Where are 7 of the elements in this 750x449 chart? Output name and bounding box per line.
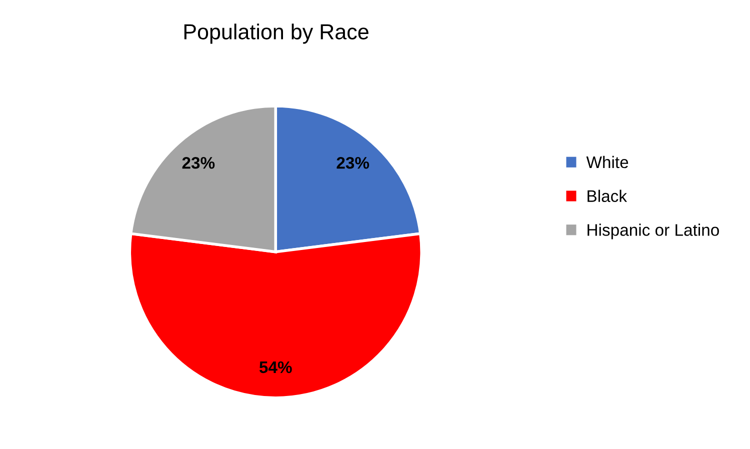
- legend-label: Hispanic or Latino: [588, 224, 719, 240]
- data-label: 23%: [336, 156, 370, 169]
- data-label: 54%: [259, 361, 292, 374]
- legend-label: Black: [588, 190, 628, 202]
- data-label: 23%: [182, 156, 215, 169]
- legend-label: White: [586, 156, 628, 168]
- chart-title: Population by Race: [184, 24, 368, 44]
